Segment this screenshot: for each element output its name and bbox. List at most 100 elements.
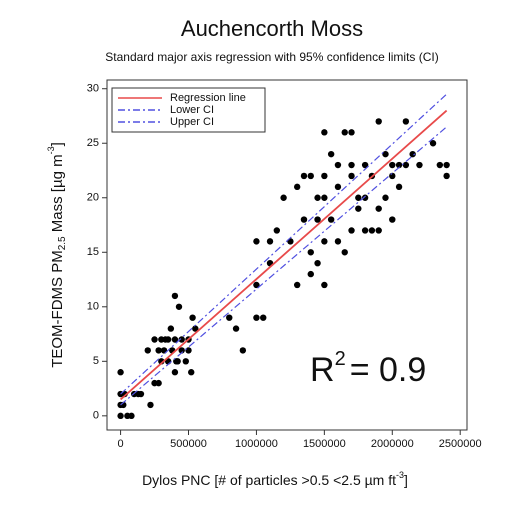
point bbox=[321, 194, 328, 201]
point bbox=[321, 172, 328, 180]
r-squared: R2 = 0.9 bbox=[310, 348, 426, 389]
y-tick-label: 25 bbox=[87, 137, 99, 149]
legend-label: Lower CI bbox=[170, 104, 214, 116]
point bbox=[253, 314, 260, 321]
fit-line bbox=[120, 93, 448, 395]
point bbox=[117, 369, 124, 376]
point bbox=[361, 194, 369, 201]
point bbox=[171, 369, 179, 376]
y-tick-label: 5 bbox=[93, 355, 99, 367]
label-sup: -3 bbox=[46, 146, 56, 154]
plot-frame bbox=[106, 79, 468, 431]
point bbox=[382, 150, 389, 158]
y-tick-label: 0 bbox=[93, 410, 99, 422]
x-tick-label: 500000 bbox=[170, 438, 207, 450]
label-sub: 2.5 bbox=[57, 236, 68, 250]
label-part: Dylos PNC [# of particles >0.5 <2.5 µm f… bbox=[142, 472, 396, 488]
point bbox=[266, 238, 274, 245]
point bbox=[300, 172, 308, 180]
point bbox=[327, 150, 335, 158]
point bbox=[307, 249, 314, 256]
fit-line bbox=[120, 126, 448, 406]
point bbox=[355, 194, 362, 201]
x-tick-label: 2500000 bbox=[439, 438, 482, 450]
point bbox=[307, 172, 314, 180]
point bbox=[182, 358, 189, 365]
point bbox=[389, 216, 396, 223]
point bbox=[443, 161, 450, 169]
y-tick-label: 30 bbox=[87, 83, 99, 95]
x-tick-label: 2000000 bbox=[371, 438, 414, 450]
point bbox=[226, 314, 233, 321]
point bbox=[293, 281, 301, 289]
point bbox=[321, 129, 328, 136]
point bbox=[341, 249, 348, 256]
legend-label: Upper CI bbox=[170, 116, 214, 128]
point bbox=[395, 161, 403, 169]
y-tick-label: 20 bbox=[87, 192, 99, 204]
point bbox=[300, 216, 308, 223]
point bbox=[280, 194, 287, 201]
y-tick-label: 10 bbox=[87, 301, 99, 313]
point bbox=[232, 325, 240, 332]
point bbox=[171, 292, 179, 300]
point bbox=[402, 161, 410, 169]
point bbox=[395, 183, 403, 191]
y-axis-label: TEOM-FDMS PM2.5 Mass [µg m-3] bbox=[46, 142, 67, 368]
point bbox=[173, 358, 180, 365]
point bbox=[307, 270, 314, 278]
point bbox=[361, 161, 369, 169]
label-part: TEOM-FDMS PM bbox=[49, 250, 66, 368]
label-part: Mass [µg m bbox=[49, 154, 66, 236]
point bbox=[375, 205, 382, 212]
point bbox=[355, 205, 362, 212]
point bbox=[239, 347, 247, 354]
annot-part: R bbox=[310, 351, 335, 389]
point bbox=[253, 281, 260, 289]
point bbox=[361, 227, 369, 234]
point bbox=[409, 150, 416, 158]
point bbox=[178, 347, 185, 354]
point bbox=[164, 336, 172, 343]
point bbox=[253, 238, 260, 245]
point bbox=[436, 161, 444, 169]
point bbox=[175, 303, 183, 310]
point bbox=[368, 227, 376, 234]
point bbox=[178, 336, 185, 343]
chart-title: Auchencorth Moss bbox=[181, 16, 363, 41]
point bbox=[416, 161, 423, 169]
annot-sup: 2 bbox=[335, 348, 346, 370]
point bbox=[348, 129, 355, 136]
point bbox=[341, 129, 348, 136]
point bbox=[155, 379, 162, 387]
point bbox=[348, 172, 355, 180]
point bbox=[443, 172, 450, 180]
point bbox=[314, 259, 321, 267]
x-tick-label: 1000000 bbox=[235, 438, 278, 450]
point bbox=[402, 118, 410, 125]
point bbox=[334, 161, 342, 169]
point bbox=[314, 194, 321, 201]
point bbox=[334, 183, 342, 191]
point bbox=[155, 347, 162, 354]
x-tick-label: 1500000 bbox=[303, 438, 346, 450]
point bbox=[189, 314, 196, 321]
point bbox=[348, 227, 355, 234]
point bbox=[260, 314, 267, 321]
point bbox=[147, 401, 154, 409]
point bbox=[128, 412, 135, 420]
point bbox=[334, 238, 342, 245]
point bbox=[273, 227, 281, 234]
annot-part: = 0.9 bbox=[350, 351, 427, 389]
point bbox=[389, 161, 396, 169]
point bbox=[348, 161, 355, 169]
label-part: ] bbox=[404, 472, 408, 488]
point bbox=[429, 140, 437, 147]
point bbox=[151, 336, 158, 343]
point bbox=[171, 336, 179, 343]
point bbox=[321, 238, 328, 245]
label-sup: -3 bbox=[396, 470, 404, 480]
x-tick-label: 0 bbox=[118, 438, 124, 450]
label-part: ] bbox=[49, 142, 66, 146]
